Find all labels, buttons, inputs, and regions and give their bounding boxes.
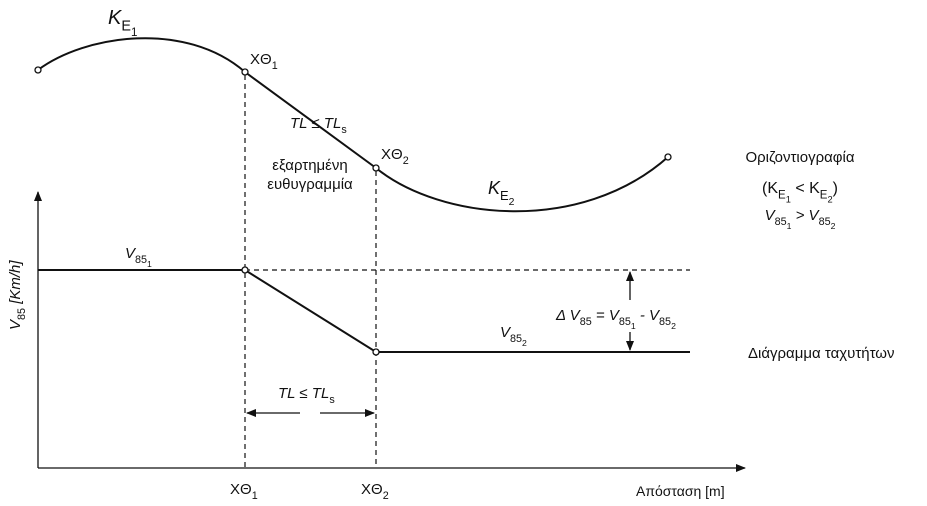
subscript: 1: [252, 490, 258, 502]
text-part: V: [649, 307, 661, 324]
speed-label: V852: [500, 324, 527, 348]
text-part: V: [500, 324, 512, 341]
subscript: E: [778, 189, 786, 201]
text-part: XΘ: [361, 481, 383, 498]
subscript: 2: [827, 195, 832, 205]
subscript: E: [500, 188, 509, 203]
section-title: Διάγραμμα ταχυτήτων: [748, 345, 895, 362]
text-part: (: [762, 180, 768, 197]
subscript: 1: [786, 195, 791, 205]
text-part: V: [765, 207, 777, 224]
subscript: 2: [831, 221, 836, 231]
subscript: s: [341, 124, 347, 136]
text-part: Δ V: [555, 307, 582, 324]
subscript: 1: [131, 26, 137, 39]
subscript: 1: [787, 221, 792, 231]
x-axis-label: Απόσταση [m]: [636, 483, 725, 499]
subscript: 85: [16, 308, 28, 320]
point-2: [372, 348, 380, 356]
point-label: XΘ2: [381, 146, 409, 167]
text-part: [Km/h]: [7, 260, 24, 308]
transition-label: TL ≤ TLs: [278, 385, 335, 406]
text-part: K: [108, 7, 123, 29]
text-part: V: [609, 307, 621, 324]
text-part: XΘ: [230, 481, 252, 498]
text-part: K: [809, 180, 820, 197]
point-label: XΘ1: [250, 51, 278, 72]
text-part: ): [833, 180, 838, 197]
subscript: 2: [509, 197, 515, 208]
subscript: 85: [819, 216, 831, 228]
condition: (KE1 < KE2): [762, 180, 838, 205]
alignment-curve: [37, 37, 669, 213]
subscript: s: [329, 394, 335, 406]
text-part: XΘ: [381, 146, 403, 163]
curve-label: KE2: [488, 178, 515, 208]
text-part: V: [809, 207, 821, 224]
speed-label: V851: [125, 245, 152, 269]
subscript: 1: [272, 60, 278, 72]
speed-difference: Δ V85 = V851 - V852: [555, 307, 676, 331]
point-1: [241, 266, 249, 274]
text-part: XΘ: [250, 51, 272, 68]
subscript: 2: [522, 338, 527, 348]
subscript: 2: [403, 155, 409, 167]
y-axis-label: V85 [Km/h]: [7, 260, 28, 330]
text-part: V: [7, 318, 24, 330]
x-point-label: XΘ2: [361, 481, 389, 502]
text-part: <: [791, 180, 809, 197]
text-part: =: [592, 307, 609, 324]
text-part: V: [125, 245, 137, 262]
x-point-label: XΘ1: [230, 481, 258, 502]
subscript: 2: [671, 321, 676, 331]
section-title: Οριζοντιογραφία: [745, 149, 854, 166]
subscript: 85: [775, 216, 787, 228]
condition: V851 > V852: [765, 207, 836, 231]
subscript: 85: [619, 316, 631, 328]
point-1: [241, 68, 249, 76]
text-part: K: [767, 180, 778, 197]
text-part: >: [791, 207, 808, 224]
curve-label: KE1: [108, 7, 137, 39]
transition-label: TL ≤ TLs: [290, 115, 347, 136]
curve-end: [664, 153, 672, 161]
curve-start: [34, 66, 42, 74]
text-part: TL ≤ TL: [278, 385, 329, 402]
subscript: 85: [510, 333, 522, 345]
note: ευθυγραμμία: [267, 176, 353, 193]
text-part: -: [636, 307, 649, 324]
subscript: E: [820, 189, 828, 201]
point-2: [372, 164, 380, 172]
subscript: 2: [383, 490, 389, 502]
speed-profile: [38, 269, 690, 353]
subscript: 85: [659, 316, 671, 328]
subscript: 1: [631, 321, 636, 331]
text-part: TL ≤ TL: [290, 115, 341, 132]
subscript: E: [121, 19, 131, 35]
subscript: 85: [135, 254, 147, 266]
text-part: K: [488, 178, 501, 198]
subscript: 85: [580, 316, 592, 328]
note: εξαρτημένη: [272, 157, 347, 174]
subscript: 1: [147, 259, 152, 269]
